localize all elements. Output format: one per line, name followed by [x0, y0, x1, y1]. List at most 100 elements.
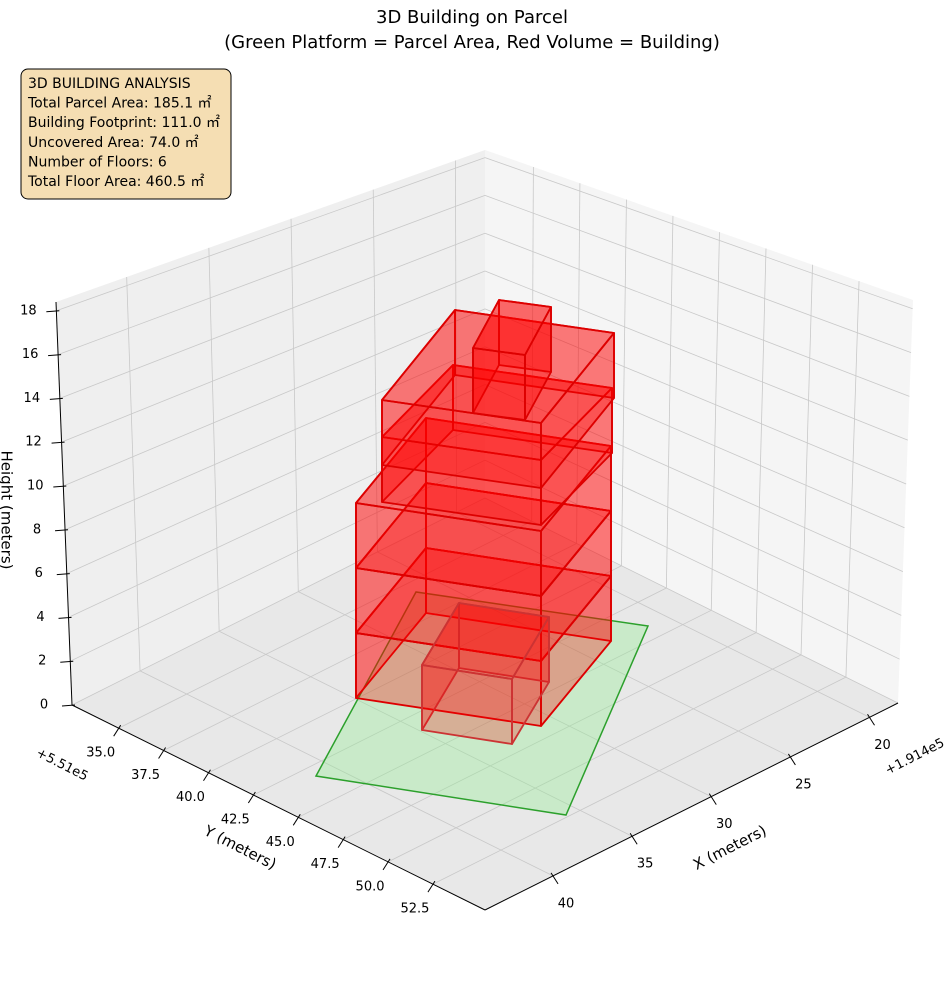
tick-mark [113, 724, 122, 737]
grid-line [253, 587, 667, 796]
grid-line [800, 264, 813, 655]
tick-mark [55, 529, 69, 532]
right-pane [485, 150, 913, 703]
box-front-face [472, 347, 526, 421]
grid-line [64, 346, 486, 531]
tick-mark [53, 485, 67, 488]
left-pane [56, 150, 485, 705]
tick-mark [337, 836, 346, 848]
y-offset-text: +5.51e5 [34, 746, 91, 785]
grid-line [163, 543, 577, 751]
tick-mark [203, 769, 211, 782]
x-axis-line [484, 702, 899, 911]
x-tick-label: 30 [716, 817, 733, 832]
grid-line [845, 281, 860, 678]
tick-mark [48, 354, 62, 357]
y-tick-label: 50.0 [356, 879, 385, 894]
x-tick-label: 25 [795, 777, 812, 792]
tick-mark [382, 858, 391, 871]
grid-line [208, 247, 220, 632]
info-line: Uncovered Area: 74.0 ㎡ [28, 135, 199, 151]
info-line: Number of Floors: 6 [28, 154, 167, 170]
grid-line [70, 459, 486, 662]
tick-mark [247, 791, 256, 804]
grid-line [218, 630, 633, 837]
grid-line [710, 232, 720, 611]
y-tick-label: 52.5 [400, 902, 429, 917]
tick-mark [550, 872, 559, 885]
y-tick-label: 47.5 [311, 857, 340, 872]
grid-line [484, 270, 908, 441]
x-offset-text: +1.914e5 [883, 736, 944, 779]
box-top-face [421, 602, 550, 680]
z-axis-label: Height (meters) [0, 451, 16, 570]
box-top-face [355, 417, 612, 532]
z-tick-label: 6 [35, 566, 43, 581]
z-tick-label: 14 [24, 391, 41, 406]
grid-line [59, 232, 486, 399]
grid-line [455, 160, 457, 513]
grid-line [484, 195, 912, 353]
y-tick-label: 37.5 [131, 768, 160, 783]
grid-line [66, 384, 486, 574]
grid-line [61, 270, 486, 443]
tick-mark [60, 660, 74, 663]
y-axis-line [71, 704, 486, 911]
grid-line [484, 384, 904, 572]
tick-mark [867, 714, 875, 726]
grid-line [484, 157, 913, 310]
tick-mark [158, 747, 167, 759]
grid-line [208, 565, 622, 774]
grid-line [63, 308, 486, 487]
grid-line [387, 654, 802, 863]
z-tick-label: 8 [33, 522, 41, 537]
y-tick-label: 45.0 [266, 835, 295, 850]
parcel-platform [314, 591, 650, 816]
tick-mark [708, 793, 717, 805]
x-tick-label: 35 [637, 857, 654, 872]
z-tick-label: 18 [20, 303, 37, 318]
grid-line [377, 551, 791, 758]
box-top-face [472, 299, 552, 356]
z-tick-label: 12 [25, 435, 42, 450]
grid-line [298, 609, 712, 818]
tick-mark [292, 814, 301, 826]
info-line: Total Floor Area: 460.5 ㎡ [27, 174, 204, 190]
grid-line [484, 308, 907, 485]
tick-mark [51, 441, 65, 444]
x-tick-label: 40 [558, 896, 575, 911]
tick-mark [629, 832, 638, 845]
chart-subtitle: (Green Platform = Parcel Area, Red Volum… [224, 32, 720, 53]
z-axis-line [55, 301, 73, 706]
z-tick-label: 2 [38, 654, 46, 669]
tick-mark [58, 616, 72, 619]
grid-line [57, 195, 486, 355]
x-tick-label: 20 [874, 738, 891, 753]
grid-line [484, 421, 902, 616]
grid-line [755, 248, 767, 633]
tick-mark [427, 880, 436, 893]
y-tick-label: 42.5 [221, 813, 250, 828]
grid-line [139, 670, 554, 877]
grid-line [665, 215, 674, 589]
grid-line [621, 199, 627, 566]
z-tick-label: 10 [27, 478, 44, 493]
grid-line [342, 632, 757, 840]
grid-line [484, 346, 905, 529]
info-text: 3D BUILDING ANALYSIS Total Parcel Area: 1… [27, 76, 220, 190]
tick-mark [49, 397, 63, 400]
grid-line [126, 276, 141, 671]
grid-line [372, 189, 378, 552]
grid-line [484, 497, 899, 704]
grid-line [432, 676, 847, 885]
grid-line [118, 520, 532, 729]
info-line: Building Footprint: 111.0 ㎡ [28, 115, 220, 131]
grid-line [290, 218, 299, 592]
grid-line [484, 459, 900, 660]
info-box [20, 68, 232, 200]
z-tick-label: 16 [22, 347, 39, 362]
grid-line [71, 497, 486, 706]
grid-line [456, 511, 870, 718]
grid [56, 157, 913, 885]
